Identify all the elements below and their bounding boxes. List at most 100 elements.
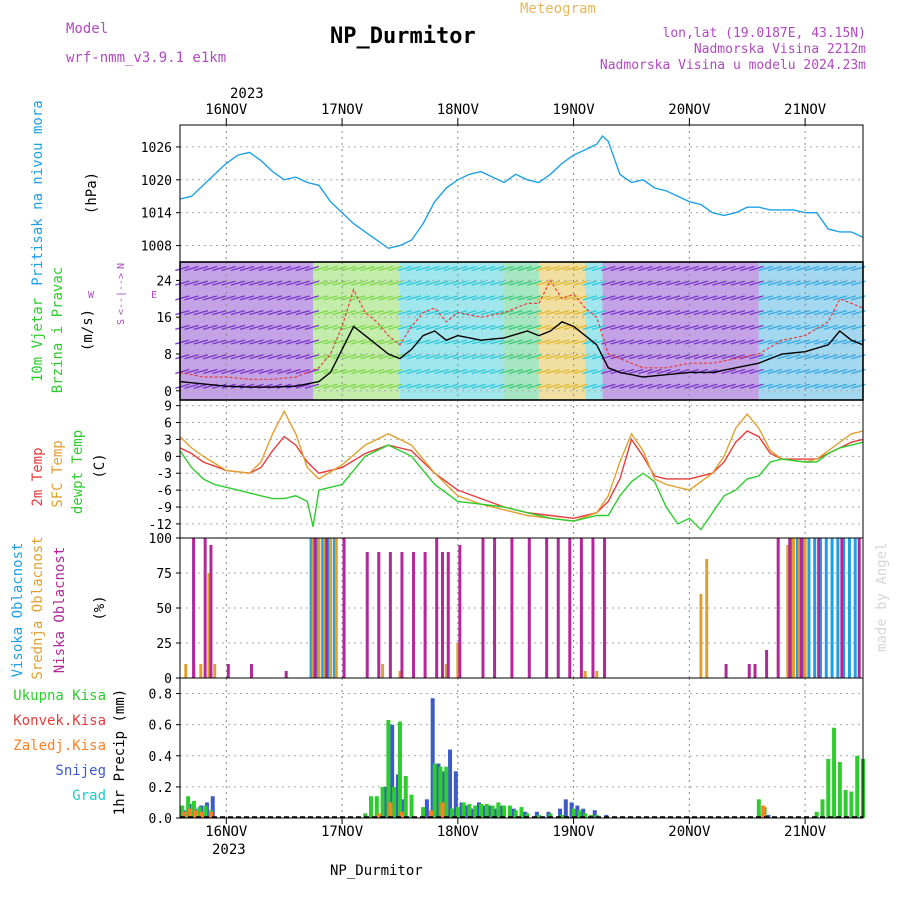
wind-arrow	[295, 324, 310, 330]
wind-arrow	[832, 354, 848, 360]
wind-arrow	[610, 265, 625, 272]
wind-arrow	[175, 354, 190, 360]
wind-arrow	[443, 368, 459, 375]
wind-arrow	[304, 324, 320, 330]
bar-niska-oblacnost	[603, 538, 607, 678]
wind-arrow	[184, 354, 199, 360]
wind-arrow	[499, 339, 514, 345]
wind-arrow	[332, 383, 347, 389]
wind-arrow	[814, 280, 829, 286]
wind-arrow	[740, 368, 755, 375]
bar-niska-oblacnost	[249, 664, 253, 678]
wind-arrow	[277, 354, 292, 360]
wind-arrow	[341, 280, 357, 286]
wind-arrow	[434, 354, 449, 360]
wind-arrow	[239, 324, 255, 330]
wind-arrow	[758, 265, 773, 272]
x-tick-label-bottom: 21NOV	[784, 824, 827, 840]
wind-arrow	[832, 339, 848, 345]
wind-arrow	[193, 280, 209, 286]
wind-arrow	[832, 368, 848, 375]
wind-arrow	[369, 280, 384, 286]
wind-arrow	[767, 339, 783, 345]
wind-arrow	[369, 324, 384, 330]
bar-srednja-oblacnost	[456, 643, 460, 678]
wind-arrow	[406, 324, 422, 330]
wind-arrow	[212, 309, 227, 316]
wind-arrow	[221, 265, 236, 272]
wind-arrow	[378, 383, 394, 389]
meteogram-label: Meteogram	[520, 1, 596, 17]
wind-arrow	[777, 309, 792, 316]
wind-arrow	[591, 295, 607, 301]
wind-arrow	[230, 368, 246, 375]
wind-arrow	[647, 309, 662, 316]
bar-ukupna-kisa	[814, 811, 819, 818]
y-tick-label: 16	[156, 311, 172, 326]
wind-arrow	[351, 265, 366, 272]
wind-arrow	[471, 280, 486, 286]
bar-niska-oblacnost	[400, 552, 404, 678]
series-line-gust	[179, 279, 864, 380]
wind-arrow	[221, 295, 236, 301]
wind-arrow	[193, 354, 209, 360]
bar-srednja-oblacnost	[797, 538, 801, 678]
bar-niska-oblacnost	[799, 538, 803, 678]
plot-layer: 1008101410201026081624-12-9-6-3036902550…	[141, 102, 866, 840]
wind-arrow	[397, 383, 412, 389]
wind-arrow	[749, 295, 764, 301]
wind-arrow	[554, 354, 570, 360]
bar-zaledj-kisa	[188, 808, 193, 818]
bar-niska-oblacnost	[817, 538, 821, 678]
wind-arrow	[665, 339, 681, 345]
wind-arrow	[656, 368, 672, 375]
bar-niska-oblacnost	[579, 538, 583, 678]
wind-arrow	[388, 324, 403, 330]
wind-arrow	[239, 295, 255, 301]
wind-arrow	[258, 309, 273, 316]
wind-arrow	[462, 280, 477, 286]
wind-arrow	[619, 339, 635, 345]
wind-arrow	[601, 324, 616, 330]
wind-arrow	[184, 339, 199, 345]
bar-niska-oblacnost	[325, 538, 329, 678]
bar-snijeg	[424, 799, 429, 818]
wind-arrow	[740, 280, 755, 286]
wind-arrow	[703, 309, 718, 316]
wind-arrow	[536, 339, 551, 345]
wind-arrow	[378, 324, 394, 330]
temp-ylabel-sfc: SFC Temp	[50, 440, 66, 507]
wind-arrow	[573, 280, 588, 286]
x-tick-label-top: 20NOV	[668, 102, 711, 118]
wind-arrow	[777, 368, 792, 375]
wind-arrow	[647, 324, 662, 330]
wind-arrow	[443, 383, 459, 389]
wind-arrow	[536, 265, 551, 272]
wind-arrow	[415, 265, 431, 272]
wind-arrow	[545, 368, 560, 375]
bar-ukupna-kisa	[369, 796, 374, 818]
wind-arrow	[239, 383, 255, 389]
wind-arrow	[314, 295, 329, 301]
wind-arrow	[295, 368, 310, 375]
wind-arrow	[369, 309, 384, 316]
wind-arrow	[425, 324, 440, 330]
wind-arrow	[536, 368, 551, 375]
wind-arrow	[360, 324, 375, 330]
wind-arrow	[554, 383, 570, 389]
wind-arrow	[462, 339, 477, 345]
wind-arrow	[202, 368, 218, 375]
wind-arrow	[749, 368, 764, 375]
wind-arrow	[804, 309, 820, 316]
wind-arrow	[332, 354, 347, 360]
wind-arrow	[314, 354, 329, 360]
bar-srednja-oblacnost	[792, 538, 796, 678]
bar-niska-oblacnost	[510, 538, 514, 678]
wind-arrow	[415, 295, 431, 301]
wind-arrow	[258, 339, 273, 345]
wind-arrow	[656, 280, 672, 286]
wind-arrow	[693, 309, 709, 316]
wind-arrow	[591, 280, 607, 286]
y-tick-label: -3	[156, 467, 172, 482]
